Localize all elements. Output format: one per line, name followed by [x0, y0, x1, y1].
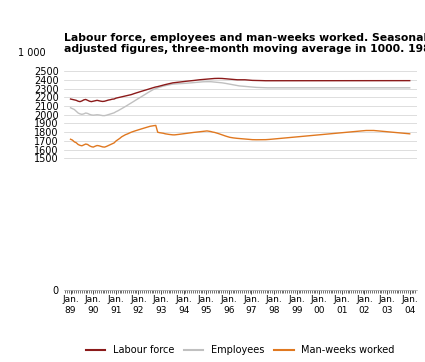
Legend: Labour force, Employees, Man-weeks worked: Labour force, Employees, Man-weeks worke… [82, 341, 399, 359]
Text: 1 000: 1 000 [18, 48, 45, 58]
Text: Labour force, employees and man-weeks worked. Seasonally
adjusted figures, three: Labour force, employees and man-weeks wo… [64, 33, 425, 54]
